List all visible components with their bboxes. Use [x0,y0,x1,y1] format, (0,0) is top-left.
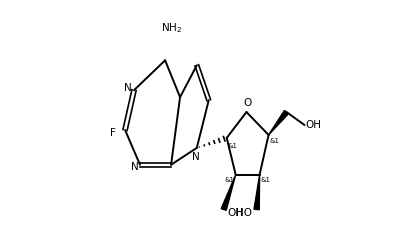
Text: &1: &1 [228,143,238,149]
Text: OH: OH [227,208,243,218]
Polygon shape [221,175,236,210]
Text: N: N [131,162,139,172]
Text: &1: &1 [269,138,279,144]
Text: OH: OH [306,120,322,130]
Text: &1: &1 [261,177,271,183]
Text: F: F [110,128,116,138]
Text: &1: &1 [225,177,235,183]
Text: O: O [243,98,252,108]
Text: HO: HO [236,208,252,218]
Polygon shape [269,110,288,135]
Text: NH$_2$: NH$_2$ [160,22,182,36]
Text: N: N [124,83,132,93]
Text: N: N [192,152,200,162]
Polygon shape [254,175,260,210]
